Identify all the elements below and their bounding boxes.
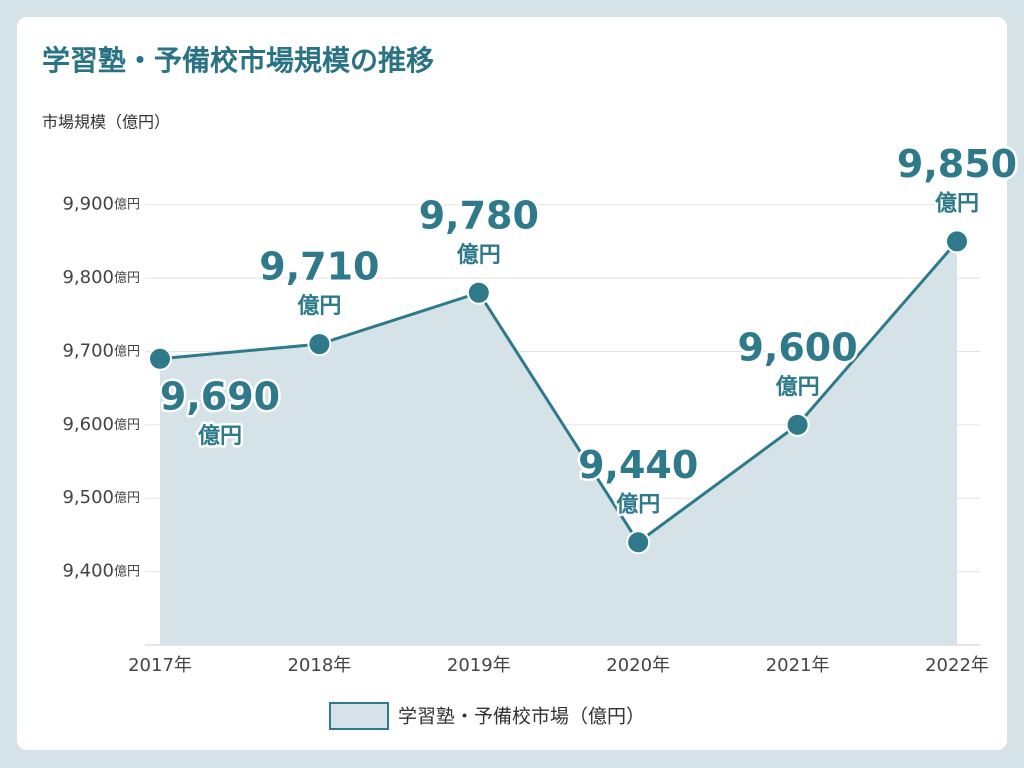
value-unit: 億円 — [935, 190, 979, 216]
y-tick-unit: 億円 — [114, 563, 140, 579]
y-tick-value: 9,800 — [62, 267, 114, 288]
value-unit: 億円 — [297, 293, 341, 319]
point — [466, 280, 491, 305]
x-tick-label: 2018年 — [287, 655, 351, 676]
value-label: 9,440 — [578, 443, 698, 487]
y-tick-value: 9,900 — [62, 194, 114, 215]
y-tick-value: 9,400 — [62, 561, 114, 582]
x-tick-label: 2019年 — [447, 655, 511, 676]
y-tick-label: 9,500億円 — [62, 487, 140, 508]
point — [945, 229, 969, 254]
value-label: 9,600 — [737, 325, 857, 369]
point — [148, 346, 172, 371]
y-tick-unit: 億円 — [114, 270, 140, 286]
y-tick-unit: 億円 — [114, 196, 140, 212]
point — [626, 530, 651, 555]
y-tick-unit: 億円 — [114, 490, 140, 506]
y-tick-label: 9,800億円 — [62, 267, 140, 288]
y-axis-label: 市場規模（億円） — [42, 113, 170, 132]
line — [159, 240, 959, 545]
value-label: 9,690 — [160, 374, 280, 418]
y-tick-unit: 億円 — [114, 343, 140, 359]
y-tick-unit: 億円 — [114, 416, 140, 432]
value-unit: 億円 — [616, 491, 660, 517]
value-label: 9,780 — [419, 193, 539, 237]
value-unit: 億円 — [457, 242, 501, 268]
legend-label: 学習塾・予備校市場（億円） — [398, 706, 645, 728]
x-tick-label: 2020年 — [606, 655, 670, 676]
value-label: 9,850 — [897, 142, 1017, 186]
y-tick-value: 9,500 — [62, 487, 114, 508]
y-tick-label: 9,400億円 — [62, 561, 140, 582]
x-tick-label: 2021年 — [766, 655, 830, 676]
y-tick-value: 9,600 — [62, 414, 114, 435]
y-tick-value: 9,700 — [62, 340, 114, 361]
point — [307, 332, 332, 357]
value-unit: 億円 — [198, 423, 242, 449]
value-unit: 億円 — [776, 374, 820, 400]
x-tick-label: 2017年 — [128, 655, 192, 676]
y-tick-label: 9,700億円 — [62, 340, 140, 361]
y-tick-label: 9,900億円 — [62, 194, 140, 215]
chart-title: 学習塾・予備校市場規模の推移 — [42, 44, 434, 77]
y-tick-label: 9,600億円 — [62, 414, 140, 435]
legend-swatch — [329, 702, 389, 730]
area — [160, 241, 957, 645]
point — [785, 412, 810, 437]
value-label: 9,710 — [259, 245, 379, 289]
x-tick-label: 2022年 — [925, 655, 989, 676]
